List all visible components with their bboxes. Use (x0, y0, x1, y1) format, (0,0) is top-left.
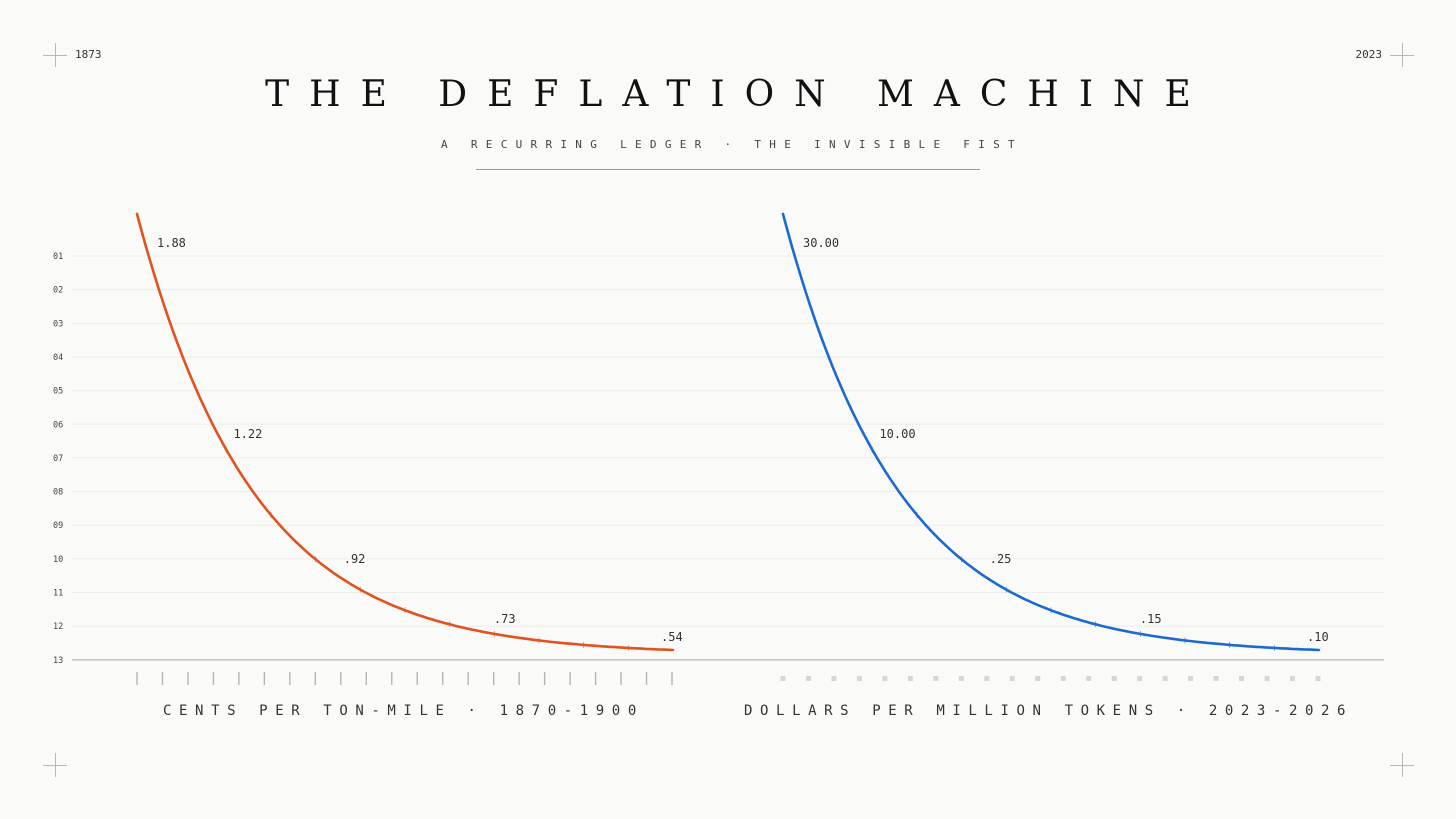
end-year-label: 2023 (1355, 48, 1383, 61)
axis-tick (933, 676, 939, 681)
crosshair-mark (43, 753, 67, 777)
right-panel-caption: DOLLARS PER MILLION TOKENS · 2023-2026 (744, 703, 1354, 719)
row-label: 06 (53, 420, 63, 430)
axis-tick (1111, 676, 1117, 681)
freight-price-curve (135, 212, 675, 652)
row-label: 12 (53, 622, 63, 632)
data-label: 1.88 (157, 236, 186, 250)
data-label: 1.22 (233, 427, 262, 441)
row-label: 04 (53, 353, 63, 363)
axis-tick (1264, 676, 1270, 681)
axis-tick (1009, 676, 1015, 681)
axis-tick (856, 676, 862, 681)
row-label: 02 (53, 286, 63, 296)
data-label: .92 (344, 552, 366, 566)
axis-tick (1162, 676, 1168, 681)
axis-tick (805, 676, 811, 681)
data-label: .73 (494, 612, 516, 626)
token-price-curve (781, 212, 1321, 652)
axis-tick (984, 676, 990, 681)
axis-tick (1137, 676, 1143, 681)
axis-tick (1290, 676, 1296, 681)
crosshair-mark (43, 43, 67, 67)
axis-tick (1239, 676, 1245, 681)
crosshair-mark (1390, 43, 1414, 67)
axis-tick (907, 676, 913, 681)
row-label: 07 (53, 454, 63, 464)
axis-tick (1086, 676, 1092, 681)
page-subtitle: A RECURRING LEDGER · THE INVISIBLE FIST (441, 138, 1023, 151)
crosshair-mark (1390, 753, 1414, 777)
data-label: .25 (990, 552, 1012, 566)
data-label: .54 (661, 630, 683, 644)
data-label: 30.00 (803, 236, 839, 250)
data-label: .15 (1140, 612, 1162, 626)
row-label: 09 (53, 521, 63, 531)
axis-tick (1188, 676, 1194, 681)
row-label: 03 (53, 319, 63, 329)
row-label: 05 (53, 387, 63, 397)
left-panel-caption: CENTS PER TON-MILE · 1870-1900 (163, 703, 644, 719)
axis-tick (780, 676, 786, 681)
row-label: 13 (53, 656, 63, 666)
row-label: 01 (53, 252, 63, 262)
row-label: 10 (53, 555, 63, 565)
axis-tick (1035, 676, 1041, 681)
axis-tick (831, 676, 837, 681)
data-label: 10.00 (879, 427, 915, 441)
page-title: THE DEFLATION MACHINE (265, 74, 1211, 115)
start-year-label: 1873 (75, 48, 102, 61)
row-label: 11 (53, 589, 63, 599)
axis-tick (1315, 676, 1321, 681)
axis-tick (958, 676, 964, 681)
data-label: .10 (1307, 630, 1329, 644)
axis-tick (882, 676, 888, 681)
title-divider (476, 169, 980, 170)
axis-tick (1213, 676, 1219, 681)
axis-tick (1060, 676, 1066, 681)
row-label: 08 (53, 488, 63, 498)
